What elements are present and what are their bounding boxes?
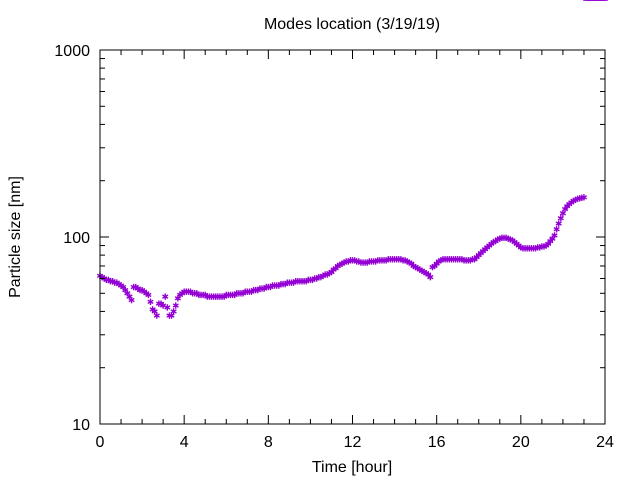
x-tick-label: 12 <box>344 434 362 451</box>
axis-ticks <box>100 50 605 424</box>
x-tick-label: 20 <box>512 434 530 451</box>
x-axis-label: Time [hour] <box>312 459 392 476</box>
x-tick-label: 4 <box>180 434 189 451</box>
data-point <box>172 302 179 309</box>
data-point <box>580 194 588 201</box>
data-point <box>553 226 560 233</box>
y-axis-label: Particle size [nm] <box>7 176 24 298</box>
x-tick-label: 24 <box>596 434 614 451</box>
data-point <box>147 298 154 306</box>
data-marks <box>96 0 608 319</box>
plot-frame <box>99 49 606 425</box>
data-point <box>153 312 160 319</box>
data-point <box>557 215 564 222</box>
chart-title: Modes location (3/19/19) <box>264 16 440 33</box>
x-tick-label: 8 <box>264 434 273 451</box>
data-point <box>162 293 169 300</box>
data-point <box>170 308 177 315</box>
data-point <box>551 232 558 239</box>
data-point <box>164 304 171 311</box>
data-point <box>145 291 152 299</box>
data-point <box>427 273 434 281</box>
y-tick-label: 10 <box>72 417 90 434</box>
data-point <box>555 220 562 227</box>
x-tick-label: 0 <box>96 434 105 451</box>
data-point <box>128 296 135 304</box>
tick-labels: 0 4 8 12 16 20 24 10 100 1000 <box>54 43 614 451</box>
y-tick-label: 100 <box>63 230 90 247</box>
x-tick-label: 16 <box>428 434 446 451</box>
y-tick-label: 1000 <box>54 43 90 60</box>
